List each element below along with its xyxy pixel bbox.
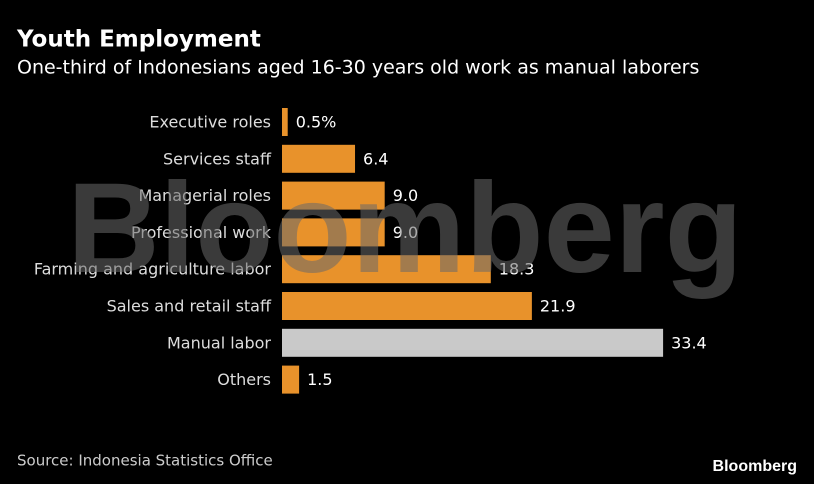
category-label: Professional work: [131, 223, 272, 242]
value-label: 0.5%: [296, 113, 337, 132]
chart-subtitle: One-third of Indonesians aged 16-30 year…: [17, 57, 699, 79]
value-label: 21.9: [540, 297, 576, 316]
chart-title: Youth Employment: [16, 27, 261, 53]
watermark: Bloomberg: [67, 157, 743, 300]
category-label: Manual labor: [167, 333, 271, 352]
category-label: Services staff: [163, 149, 272, 168]
source: Source: Indonesia Statistics Office: [17, 452, 273, 470]
category-label: Managerial roles: [138, 186, 271, 205]
category-label: Executive roles: [149, 113, 271, 132]
bar: [282, 108, 288, 136]
category-label: Sales and retail staff: [107, 297, 272, 316]
bar: [282, 255, 491, 284]
bar: [282, 292, 532, 320]
value-label: 9.0: [393, 186, 418, 205]
logo: Bloomberg: [713, 458, 797, 475]
value-label: 9.0: [393, 223, 418, 242]
category-label: Others: [217, 370, 271, 389]
bar: [282, 218, 385, 247]
category-label: Farming and agriculture labor: [34, 260, 272, 279]
value-label: 33.4: [671, 333, 707, 352]
value-label: 6.4: [363, 149, 388, 168]
value-label: 1.5: [307, 370, 332, 389]
plot: Executive roles 0.5% Services staff 6.4 Mana…: [34, 108, 707, 394]
bar: [282, 144, 356, 173]
bar: [282, 181, 385, 210]
bar: [282, 328, 664, 357]
value-label: 18.3: [499, 260, 535, 279]
bar: [282, 365, 300, 394]
